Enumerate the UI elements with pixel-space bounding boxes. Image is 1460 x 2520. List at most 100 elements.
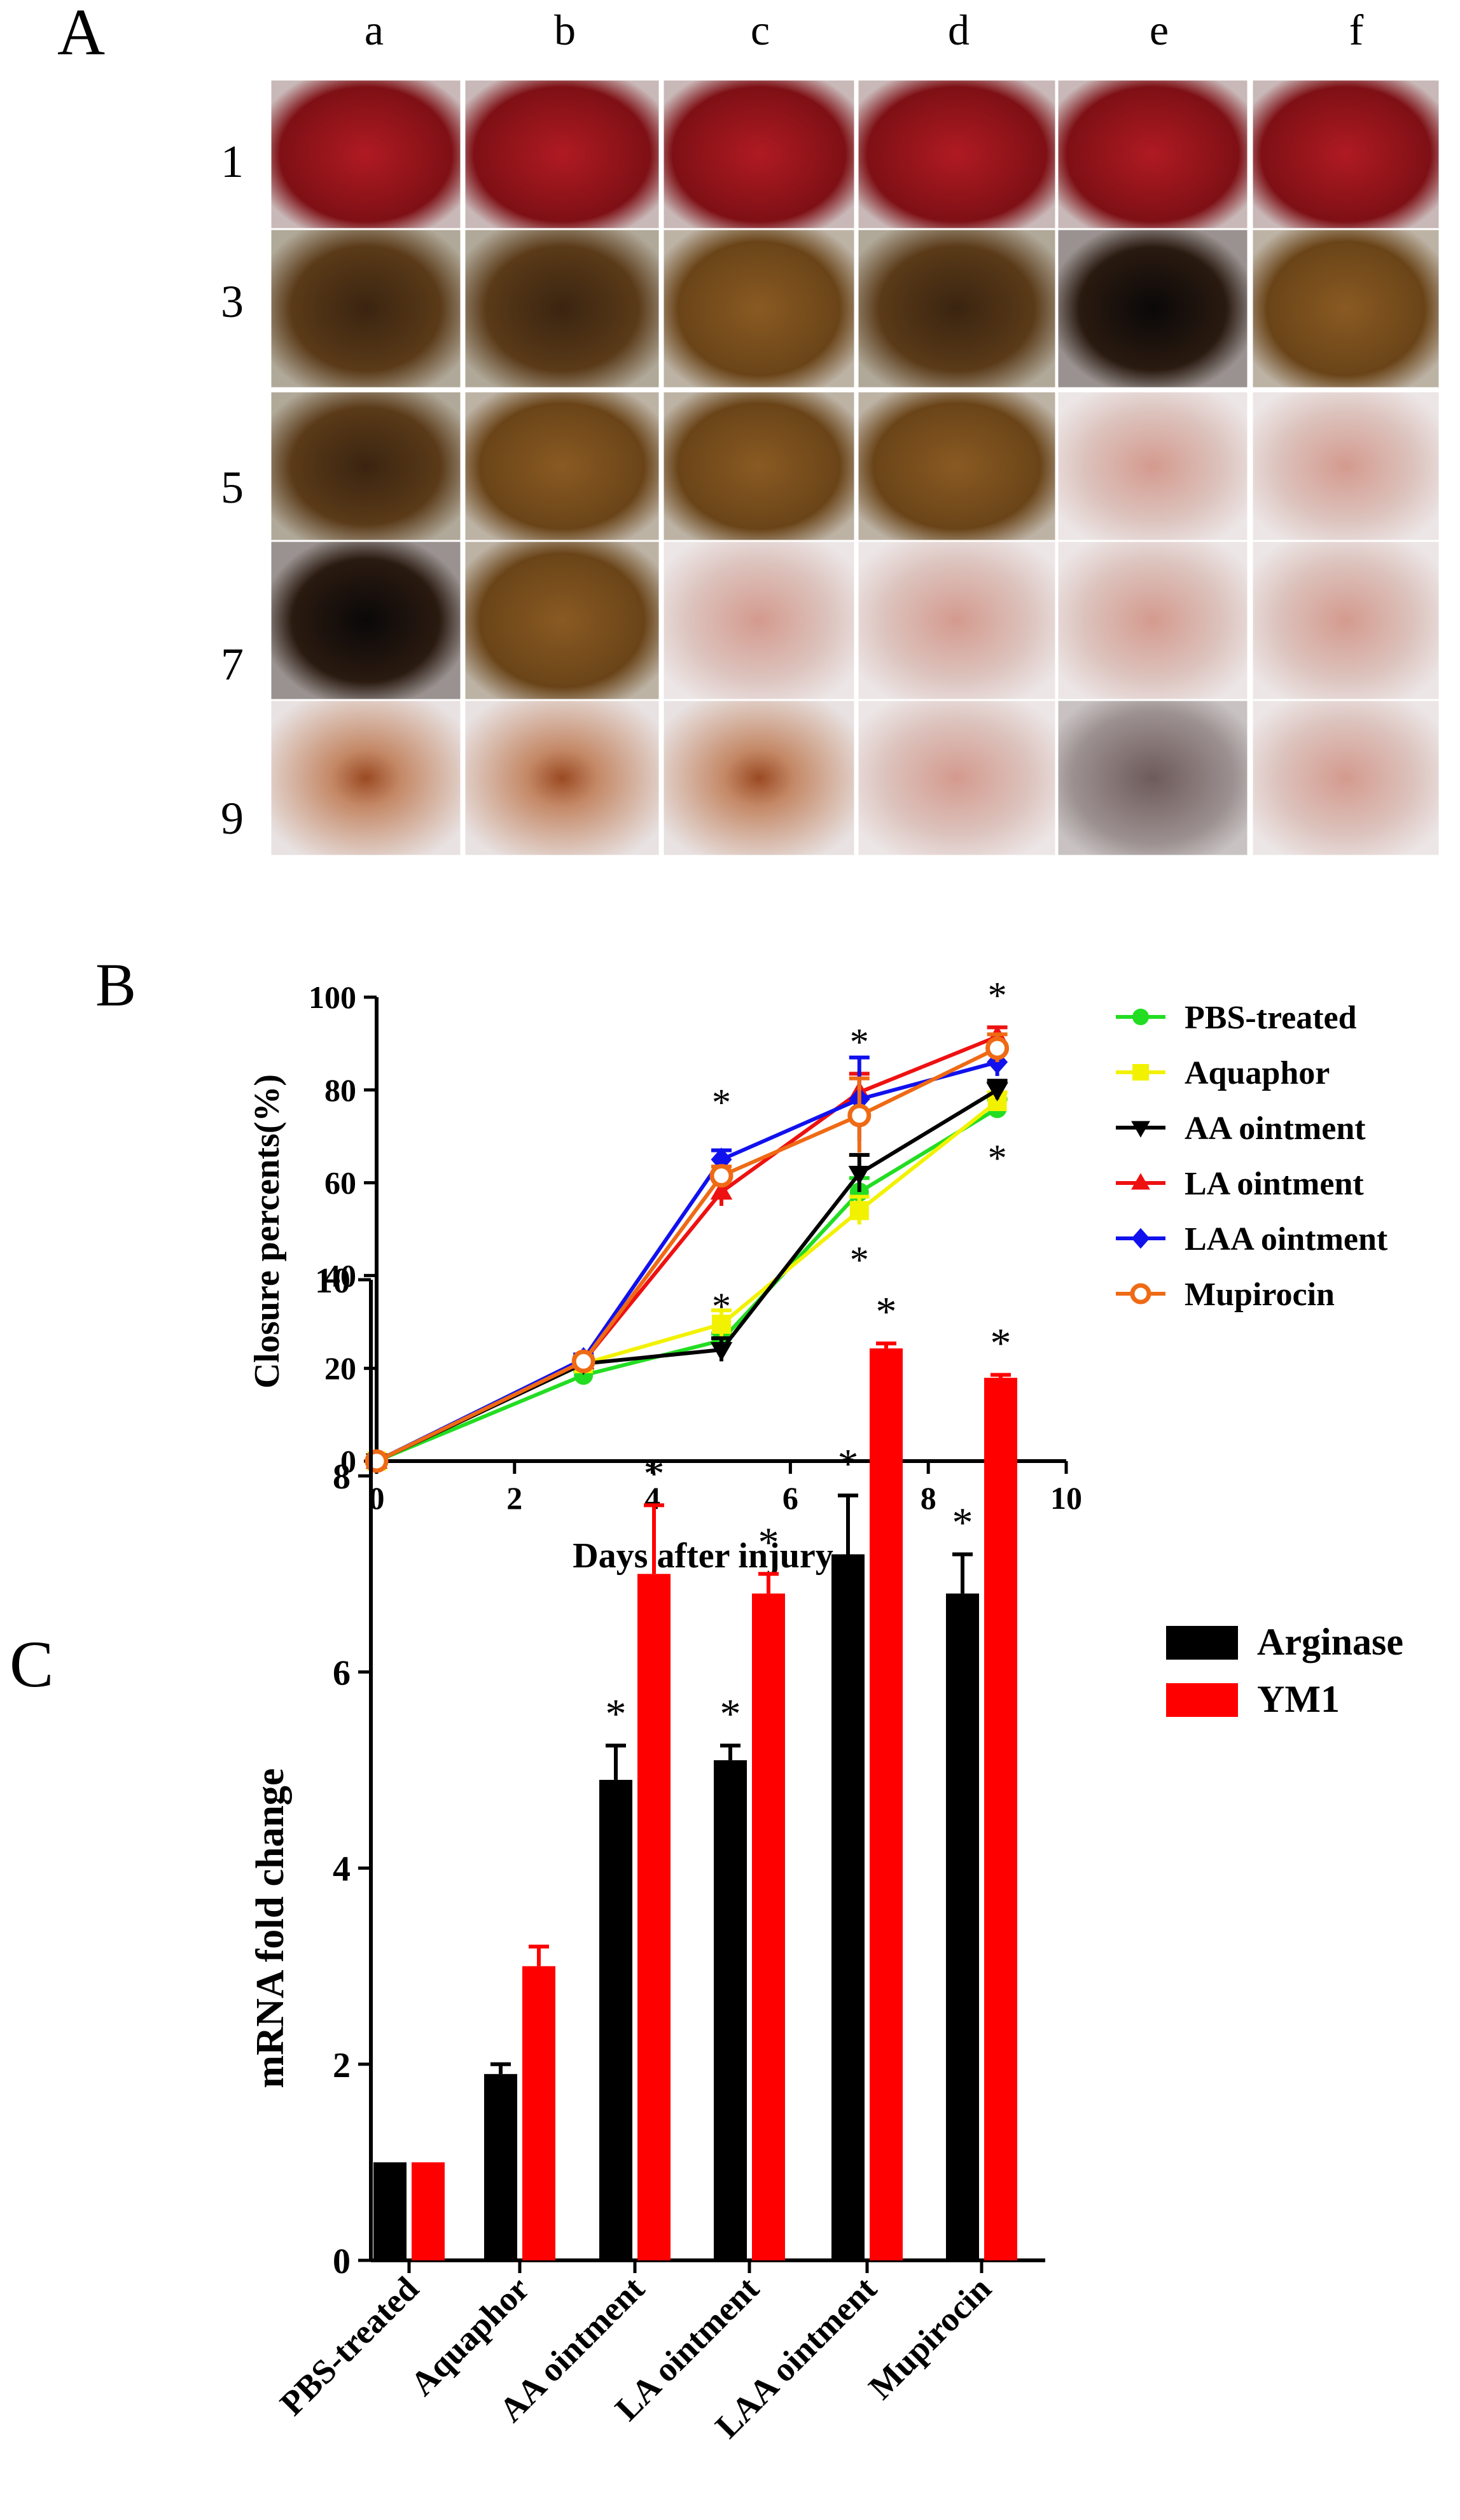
wound-photo-day3-a <box>269 228 462 389</box>
panel-c-bar-chart: C 0 2 4 6 8 10 mRNA fold change * * * * * * * * PBS-… <box>10 1261 1403 2446</box>
legend-label-aquaphor: Aquaphor <box>1185 1055 1330 1091</box>
wound-photo-day5-d <box>856 390 1057 542</box>
legend-label-aa-ointment: AA ointment <box>1185 1110 1366 1147</box>
significance-star-ym1-4: * <box>876 1289 897 1335</box>
column-label-c: c <box>751 6 770 54</box>
panel-c-ticks: 0 2 4 6 8 10 <box>315 1261 371 2281</box>
wound-photo-day9-b <box>463 699 661 857</box>
bar-ym1-2 <box>637 1574 671 2260</box>
panel-b-x-axis-title: Days after injury <box>573 1536 833 1576</box>
wound-photo-day7-c <box>662 540 856 701</box>
panel-b-x-tick-label-2: 2 <box>506 1480 522 1516</box>
series-aa-ointment <box>365 1079 1008 1473</box>
panel-c-y-tick-label-6: 6 <box>333 1653 351 1693</box>
wound-photo-day5-a <box>269 390 462 542</box>
bar-arginase-4 <box>831 1554 865 2260</box>
panel-c-y-axis-title: mRNA fold change <box>249 1768 292 2089</box>
row-label-day-5: 5 <box>221 462 244 513</box>
series-aquaphor <box>367 1090 1008 1471</box>
point-aa-ointment-day-5 <box>710 1342 733 1362</box>
row-label-day-7: 7 <box>221 639 244 690</box>
panel-a: A a b c d e f 1 3 5 7 9 <box>57 0 1441 857</box>
bar-ym1-1 <box>522 1966 555 2260</box>
series-laa-ointment <box>366 1046 1008 1473</box>
wound-photo-day9-a <box>269 699 462 857</box>
legend-marker-laa-ointment <box>1131 1228 1150 1249</box>
panel-b-label: B <box>95 951 136 1019</box>
wound-photo-day3-f <box>1251 228 1441 389</box>
legend-swatch-ym1 <box>1166 1683 1238 1717</box>
panel-b-x-tick-label-10: 10 <box>1050 1480 1082 1516</box>
bar-arginase-1 <box>484 2074 517 2260</box>
wound-photo-grid <box>269 78 1441 857</box>
bar-arginase-0 <box>373 2162 407 2260</box>
wound-photo-day1-e <box>1056 78 1249 230</box>
panel-b-y-tick-label-100: 100 <box>309 979 356 1015</box>
wound-photo-day1-b <box>463 78 661 230</box>
wound-photo-day9-c <box>662 699 856 857</box>
panel-a-column-labels: a b c d e f <box>365 6 1364 54</box>
panel-b-y-tick-label-80: 80 <box>324 1072 356 1108</box>
wound-photo-day3-e <box>1056 228 1249 389</box>
wound-photo-day5-f <box>1251 390 1441 542</box>
column-label-a: a <box>365 6 384 54</box>
wound-photo-day1-d <box>856 78 1057 230</box>
wound-photo-day1-f <box>1251 78 1441 230</box>
line-laa-ointment <box>375 1060 998 1463</box>
point-aquaphor-day-7 <box>849 1201 869 1221</box>
series-pbs-treated <box>367 1097 1008 1471</box>
panel-c-y-tick-label-4: 4 <box>333 1850 351 1889</box>
panel-b-y-tick-label-60: 60 <box>324 1165 356 1201</box>
legend-label-la-ointment: LA ointment <box>1185 1166 1364 1202</box>
panel-a-label: A <box>57 0 105 69</box>
legend-marker-pbs-treated <box>1132 1009 1149 1025</box>
category-label-0: PBS-treated <box>272 2269 426 2423</box>
bar-arginase-5 <box>946 1593 979 2260</box>
column-label-d: d <box>948 6 970 54</box>
wound-photo-day9-d <box>856 699 1057 857</box>
panel-c-bars: * * * * * * * * <box>373 1289 1017 2260</box>
bar-arginase-3 <box>714 1760 747 2260</box>
legend-label-arginase: Arginase <box>1257 1621 1403 1663</box>
wound-photo-day7-b <box>463 540 661 701</box>
wound-photo-day7-a <box>269 540 462 701</box>
wound-photo-day7-f <box>1251 540 1441 701</box>
significance-star-arginase-5: * <box>952 1499 973 1546</box>
category-label-5: Mupirocin <box>861 2269 999 2407</box>
series-mupirocin <box>365 1032 1010 1473</box>
wound-photo-day5-c <box>662 390 856 542</box>
wound-photo-day3-b <box>463 228 661 389</box>
significance-star: * <box>850 1239 869 1281</box>
significance-star-arginase-2: * <box>606 1691 627 1737</box>
panel-b-y-tick-label-20: 20 <box>324 1350 356 1386</box>
bar-arginase-2 <box>599 1779 632 2260</box>
legend-marker-aquaphor <box>1132 1064 1149 1081</box>
panel-c-y-tick-label-10: 10 <box>315 1261 351 1301</box>
line-mupirocin <box>375 1046 998 1463</box>
row-label-day-3: 3 <box>221 276 244 327</box>
significance-star-arginase-3: * <box>720 1691 741 1737</box>
point-mupirocin-day-9 <box>985 1036 1010 1060</box>
significance-star-ym1-2: * <box>644 1450 665 1497</box>
line-aa-ointment <box>375 1088 999 1463</box>
line-la-ointment <box>375 1035 998 1463</box>
wound-photo-day1-a <box>269 78 462 230</box>
panel-b-annotations: * * * * * * <box>712 975 1007 1327</box>
legend-marker-la-ointment <box>1131 1173 1150 1190</box>
panel-c-y-tick-label-8: 8 <box>333 1457 351 1497</box>
point-aa-ointment-day-7 <box>848 1166 871 1186</box>
significance-star: * <box>988 1137 1007 1179</box>
legend-marker-mupirocin <box>1130 1283 1151 1305</box>
panel-b-y-tick-label-40: 40 <box>324 1257 356 1293</box>
panel-b-series <box>365 1025 1010 1473</box>
panel-b-legend: PBS-treated Aquaphor AA ointment LA ointmen… <box>1116 1000 1388 1313</box>
wound-photo-day3-d <box>856 228 1057 389</box>
significance-star: * <box>712 1081 731 1123</box>
significance-star: * <box>850 1021 869 1063</box>
line-aquaphor <box>375 1100 999 1463</box>
wound-photo-day9-e <box>1056 699 1249 857</box>
point-mupirocin-day-3 <box>571 1349 595 1373</box>
panel-b-y-tick-label-0: 0 <box>340 1443 356 1479</box>
